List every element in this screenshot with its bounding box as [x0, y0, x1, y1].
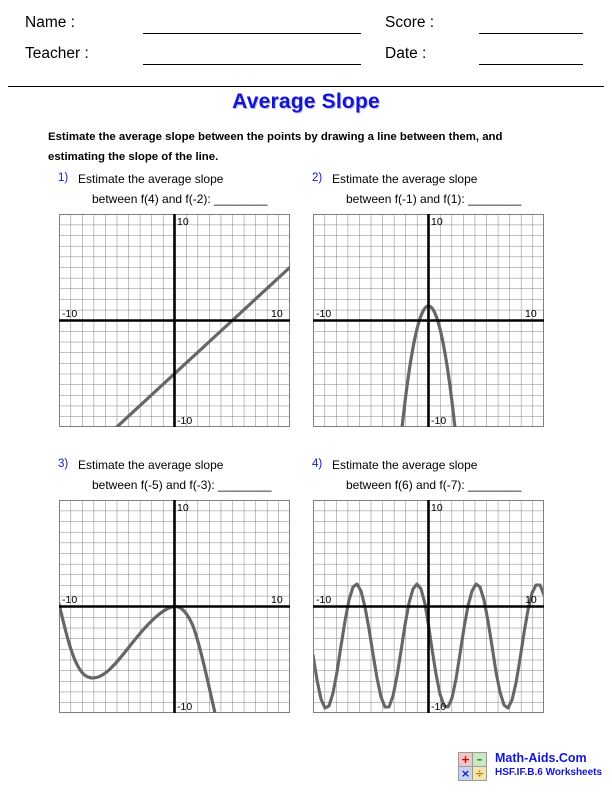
problem-2-text-line2[interactable]: between f(-1) and f(1): ________ — [346, 192, 522, 206]
problem-3-text-line1: Estimate the average slope — [78, 458, 224, 472]
graph-3-xlabel-right: 10 — [271, 594, 283, 606]
graph-3: -10 10 10 -10 — [59, 500, 290, 713]
graph-4-xlabel-left: -10 — [316, 594, 331, 606]
graph-3-ylabel-bottom: -10 — [177, 701, 192, 713]
name-label: Name : — [25, 14, 75, 31]
graph-1-xlabel-right: 10 — [271, 308, 283, 320]
problem-1: 1) Estimate the average slope between f(… — [46, 170, 318, 427]
problem-1-text-line1: Estimate the average slope — [78, 172, 224, 186]
plus-icon: + — [459, 753, 472, 766]
graph-2-xlabel-left: -10 — [316, 308, 331, 320]
minus-icon: – — [473, 753, 486, 766]
problem-2-text-line1: Estimate the average slope — [332, 172, 478, 186]
page-title: Average Slope — [232, 90, 380, 113]
graph-1-ylabel-bottom: -10 — [177, 415, 192, 427]
teacher-label: Teacher : — [25, 45, 89, 62]
problem-3-prompt: 3) Estimate the average slope between f(… — [46, 456, 318, 498]
graph-2-ylabel-bottom: -10 — [431, 415, 446, 427]
math-aids-logo-icon: + – × ÷ — [458, 752, 487, 781]
problem-2-number: 2) — [312, 172, 323, 184]
problem-1-number: 1) — [58, 172, 69, 184]
graph-1-xlabel-left: -10 — [62, 308, 77, 320]
graph-2-ylabel-top: 10 — [431, 216, 443, 228]
graph-3-curve — [59, 602, 217, 713]
graph-4-ylabel-top: 10 — [431, 502, 443, 514]
name-input-line[interactable] — [143, 33, 361, 34]
teacher-input-line[interactable] — [143, 64, 361, 65]
score-label: Score : — [385, 14, 435, 31]
problem-2: 2) Estimate the average slope between f(… — [300, 170, 572, 427]
worksheet-header: Name : Teacher : Score : Date : — [0, 0, 612, 84]
problem-4-text-line2[interactable]: between f(6) and f(-7): ________ — [346, 478, 522, 492]
graph-1-ylabel-top: 10 — [177, 216, 189, 228]
footer-branding[interactable]: + – × ÷ Math-Aids.Com HSF.IF.B.6 Workshe… — [455, 748, 605, 786]
worksheet-standard-label: HSF.IF.B.6 Worksheets — [495, 767, 603, 778]
score-input-line[interactable] — [479, 33, 583, 34]
graph-4: -10 10 10 -10 — [313, 500, 544, 713]
graph-2-xlabel-right: 10 — [525, 308, 537, 320]
multiply-icon: × — [459, 767, 472, 780]
problem-2-prompt: 2) Estimate the average slope between f(… — [300, 170, 572, 212]
divide-icon: ÷ — [473, 767, 486, 780]
header-divider — [8, 86, 604, 87]
graph-3-xlabel-left: -10 — [62, 594, 77, 606]
problem-1-text-line2[interactable]: between f(4) and f(-2): ________ — [92, 192, 268, 206]
problem-3-number: 3) — [58, 458, 69, 470]
graph-2: -10 10 10 -10 — [313, 214, 544, 427]
brand-name-link[interactable]: Math-Aids.Com — [495, 751, 587, 765]
problem-4: 4) Estimate the average slope between f(… — [300, 456, 572, 713]
problem-4-prompt: 4) Estimate the average slope between f(… — [300, 456, 572, 498]
problem-1-prompt: 1) Estimate the average slope between f(… — [46, 170, 318, 212]
instructions-text: Estimate the average slope between the p… — [48, 131, 503, 163]
problem-3: 3) Estimate the average slope between f(… — [46, 456, 318, 713]
date-input-line[interactable] — [479, 64, 583, 65]
graph-3-ylabel-top: 10 — [177, 502, 189, 514]
graph-4-ylabel-bottom: -10 — [431, 701, 446, 713]
problem-4-text-line1: Estimate the average slope — [332, 458, 478, 472]
graph-4-xlabel-right: 10 — [525, 594, 537, 606]
problem-3-text-line2[interactable]: between f(-5) and f(-3): ________ — [92, 478, 272, 492]
problem-4-number: 4) — [312, 458, 323, 470]
date-label: Date : — [385, 45, 427, 62]
graph-1: -10 10 10 -10 — [59, 214, 290, 427]
